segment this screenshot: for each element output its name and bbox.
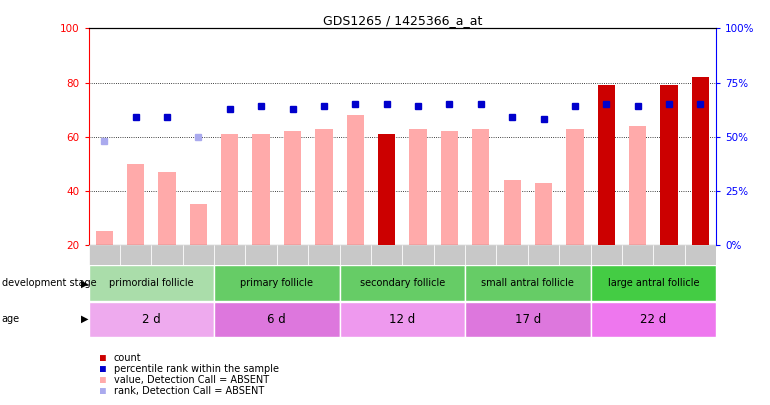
Bar bbox=[340, 302, 465, 337]
Bar bbox=[89, 245, 120, 265]
Bar bbox=[591, 265, 716, 301]
Bar bbox=[246, 245, 277, 265]
Text: 6 d: 6 d bbox=[267, 313, 286, 326]
Bar bbox=[661, 85, 678, 245]
Bar bbox=[315, 128, 333, 245]
Bar bbox=[691, 77, 709, 245]
Bar bbox=[653, 245, 685, 265]
Bar bbox=[591, 245, 622, 265]
Bar bbox=[440, 131, 458, 245]
Bar bbox=[566, 128, 584, 245]
Text: primordial follicle: primordial follicle bbox=[109, 278, 193, 288]
Text: ▶: ▶ bbox=[81, 279, 89, 288]
Text: age: age bbox=[2, 314, 20, 324]
Text: ▶: ▶ bbox=[81, 314, 89, 324]
Bar bbox=[527, 245, 559, 265]
Text: 12 d: 12 d bbox=[389, 313, 416, 326]
Bar bbox=[402, 245, 434, 265]
Bar bbox=[340, 265, 465, 301]
Bar bbox=[472, 128, 490, 245]
Bar bbox=[410, 128, 427, 245]
Bar bbox=[504, 180, 521, 245]
Bar bbox=[159, 172, 176, 245]
Bar bbox=[340, 245, 371, 265]
Bar bbox=[127, 164, 144, 245]
Bar bbox=[214, 245, 246, 265]
Bar bbox=[120, 245, 151, 265]
Bar bbox=[378, 134, 395, 245]
Text: 17 d: 17 d bbox=[514, 313, 541, 326]
Text: secondary follicle: secondary follicle bbox=[360, 278, 445, 288]
Text: ■: ■ bbox=[100, 354, 106, 363]
Bar bbox=[622, 245, 653, 265]
Bar bbox=[559, 245, 591, 265]
Bar bbox=[629, 126, 646, 245]
Bar bbox=[221, 134, 239, 245]
Bar bbox=[465, 265, 591, 301]
Bar bbox=[182, 245, 214, 265]
Text: large antral follicle: large antral follicle bbox=[608, 278, 699, 288]
Bar bbox=[465, 302, 591, 337]
Text: rank, Detection Call = ABSENT: rank, Detection Call = ABSENT bbox=[114, 386, 264, 396]
Text: ■: ■ bbox=[100, 364, 106, 374]
Bar bbox=[214, 265, 340, 301]
Bar bbox=[308, 245, 340, 265]
Title: GDS1265 / 1425366_a_at: GDS1265 / 1425366_a_at bbox=[323, 14, 482, 27]
Text: small antral follicle: small antral follicle bbox=[481, 278, 574, 288]
Text: 22 d: 22 d bbox=[640, 313, 667, 326]
Bar bbox=[253, 134, 270, 245]
Bar bbox=[89, 265, 214, 301]
Bar bbox=[591, 302, 716, 337]
Bar bbox=[95, 232, 113, 245]
Bar bbox=[89, 302, 214, 337]
Bar bbox=[346, 115, 364, 245]
Text: ■: ■ bbox=[100, 375, 106, 385]
Text: percentile rank within the sample: percentile rank within the sample bbox=[114, 364, 279, 374]
Bar bbox=[151, 245, 182, 265]
Bar bbox=[284, 131, 301, 245]
Bar bbox=[598, 85, 615, 245]
Text: development stage: development stage bbox=[2, 279, 96, 288]
Bar bbox=[277, 245, 308, 265]
Bar bbox=[497, 245, 528, 265]
Bar bbox=[214, 302, 340, 337]
Bar bbox=[189, 205, 207, 245]
Bar bbox=[434, 245, 465, 265]
Text: count: count bbox=[114, 354, 142, 363]
Text: value, Detection Call = ABSENT: value, Detection Call = ABSENT bbox=[114, 375, 269, 385]
Text: ■: ■ bbox=[100, 386, 106, 396]
Bar bbox=[535, 183, 552, 245]
Text: primary follicle: primary follicle bbox=[240, 278, 313, 288]
Bar bbox=[685, 245, 716, 265]
Bar bbox=[465, 245, 497, 265]
Bar bbox=[371, 245, 402, 265]
Text: 2 d: 2 d bbox=[142, 313, 161, 326]
